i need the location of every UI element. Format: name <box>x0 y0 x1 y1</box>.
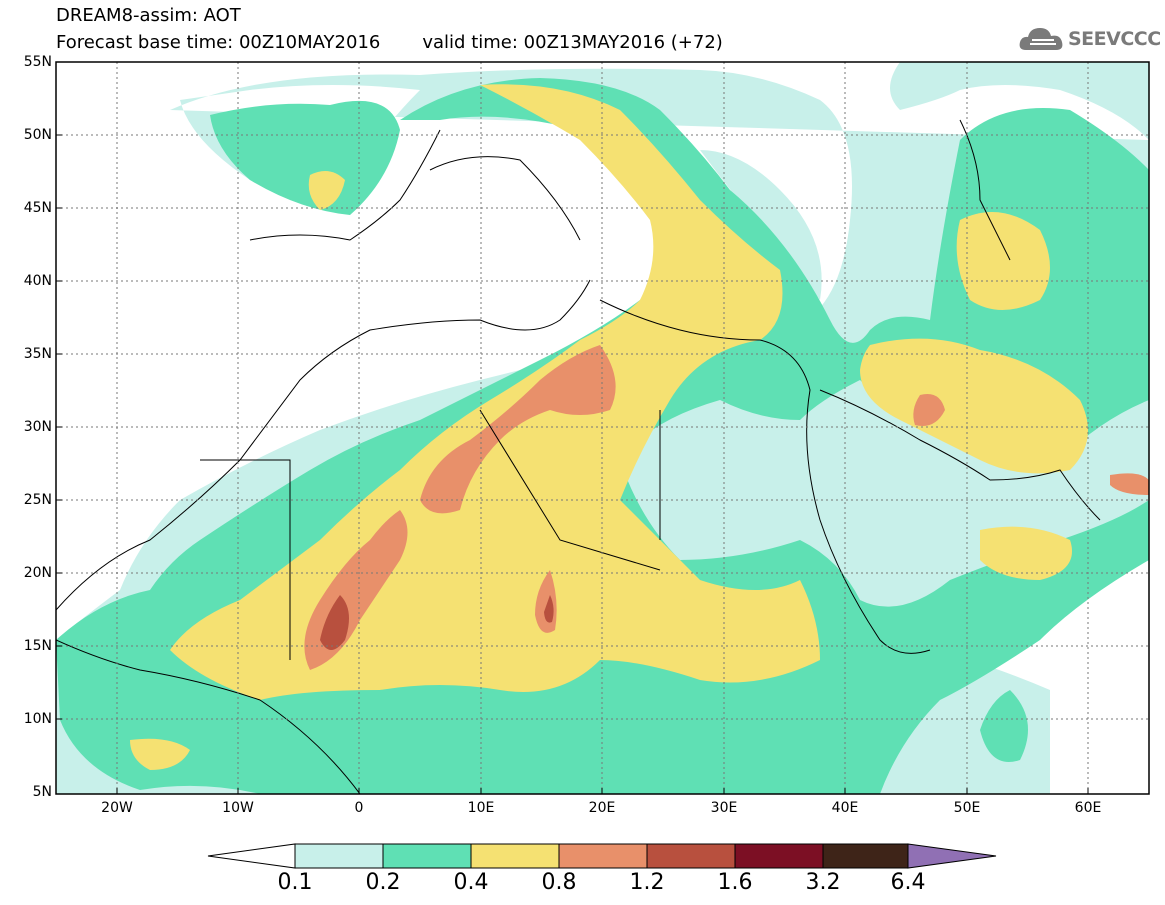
colorbar-label: 6.4 <box>890 870 926 895</box>
lon-label: 30E <box>710 800 738 816</box>
lat-label: 20N <box>23 565 52 581</box>
lat-label: 5N <box>32 784 52 800</box>
map-title: DREAM8-assim: AOT <box>56 5 241 26</box>
colorbar-label: 0.8 <box>541 870 577 895</box>
colorbar-under <box>207 843 296 869</box>
colorbar-label: 1.2 <box>629 870 665 895</box>
axis-ticks <box>56 134 1089 794</box>
aot-level-0.4 <box>130 84 1088 770</box>
lat-label: 25N <box>23 492 52 508</box>
lon-label: 60E <box>1074 800 1102 816</box>
lon-label: 20W <box>101 800 133 816</box>
colorbar-label: 3.2 <box>805 870 841 895</box>
colorbar-cell <box>822 843 909 869</box>
colorbar-cell <box>382 843 472 869</box>
lat-label: 45N <box>23 200 52 216</box>
aot-level-1.2 <box>320 595 554 650</box>
lat-label: 55N <box>23 54 52 70</box>
lon-label: 50E <box>953 800 981 816</box>
colorbar-cell <box>470 843 560 869</box>
base-time: Forecast base time: 00Z10MAY2016 <box>56 32 381 53</box>
colorbar-cell <box>734 843 824 869</box>
colorbar <box>207 843 997 869</box>
colorbar-label: 0.2 <box>365 870 401 895</box>
lon-label: 10W <box>222 800 254 816</box>
lat-label: 15N <box>23 638 52 654</box>
lon-label: 10E <box>467 800 495 816</box>
coastlines <box>56 119 1101 794</box>
graticule <box>56 62 1149 794</box>
colorbar-cell <box>646 843 736 869</box>
colorbar-label: 1.6 <box>717 870 753 895</box>
cloud-icon <box>1019 28 1063 50</box>
lat-label: 35N <box>23 346 52 362</box>
logo-text: SEEVCCC <box>1068 28 1161 50</box>
lat-label: 40N <box>23 273 52 289</box>
lat-label: 30N <box>23 419 52 435</box>
lat-label: 10N <box>23 711 52 727</box>
colorbar-cell <box>294 843 384 869</box>
valid-time: valid time: 00Z13MAY2016 (+72) <box>422 32 723 53</box>
lon-label: 0 <box>354 800 364 816</box>
colorbar-label: 0.1 <box>277 870 313 895</box>
lon-label: 40E <box>831 800 859 816</box>
map-subtitle: Forecast base time: 00Z10MAY2016 valid ti… <box>56 33 723 53</box>
seevccc-logo: SEEVCCC <box>1018 22 1161 56</box>
lat-label: 50N <box>23 127 52 143</box>
colorbar-cell <box>558 843 648 869</box>
colorbar-label: 0.4 <box>453 870 489 895</box>
lon-label: 20E <box>588 800 616 816</box>
colorbar-over <box>907 843 997 869</box>
